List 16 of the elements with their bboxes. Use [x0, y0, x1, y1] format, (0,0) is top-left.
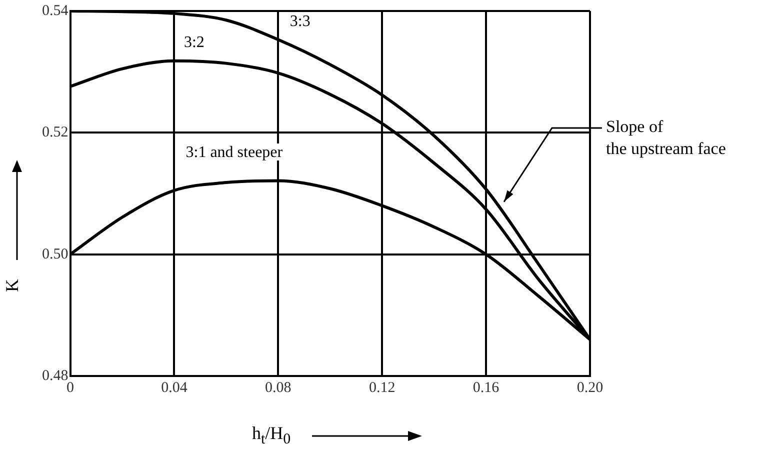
y-tick-label: 0.48	[42, 368, 68, 384]
x-tick-label: 0.20	[576, 380, 604, 396]
series-label: 3:3	[290, 12, 310, 30]
series-label: 3:2	[184, 34, 204, 52]
x-tick-label: 0.08	[265, 380, 292, 396]
text: Slope of the upstream face	[606, 116, 726, 160]
x-tick-label: 0.16	[472, 380, 500, 396]
y-axis-title: K	[2, 279, 23, 292]
x-tick-label: 0	[66, 380, 74, 396]
series-label: 3:1 and steeper	[186, 144, 284, 161]
x-tick-label: 0.04	[161, 380, 188, 396]
x-axis-title: h$_{t}$/H$_{0}$	[252, 422, 291, 450]
x-tick-label: 0.12	[368, 380, 396, 396]
y-tick-label: 0.54	[42, 2, 69, 19]
y-tick-label: 0.52	[42, 124, 68, 141]
y-tick-label: 0.50	[42, 246, 68, 262]
